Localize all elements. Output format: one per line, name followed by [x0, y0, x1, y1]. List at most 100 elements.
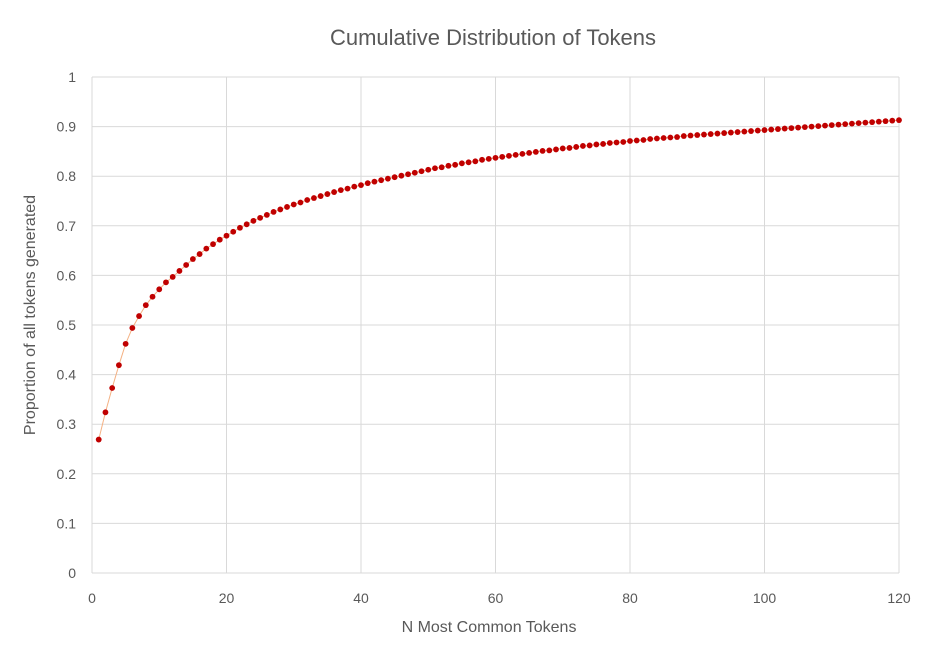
data-point — [862, 119, 869, 126]
data-point — [270, 209, 277, 215]
data-point — [196, 251, 203, 257]
data-point — [734, 129, 741, 135]
y-tick-label: 0.3 — [57, 416, 77, 432]
series-line — [98, 119, 900, 440]
y-tick-label: 0.9 — [57, 119, 77, 135]
data-point — [869, 119, 875, 126]
y-tick-label: 0.4 — [57, 367, 77, 383]
data-point — [768, 126, 775, 133]
data-point — [875, 118, 882, 125]
data-point — [156, 286, 163, 293]
data-point — [277, 206, 284, 213]
data-point — [788, 125, 795, 131]
data-point — [801, 124, 808, 130]
data-point — [687, 132, 694, 139]
data-point — [694, 132, 701, 138]
data-point — [311, 195, 317, 201]
data-point — [647, 136, 654, 142]
data-point — [492, 154, 499, 161]
data-point — [344, 185, 351, 192]
data-point — [896, 117, 902, 124]
data-point — [573, 144, 580, 150]
y-axis-title: Proportion of all tokens generated — [22, 195, 39, 435]
data-point — [438, 164, 445, 171]
data-point — [532, 149, 539, 155]
data-point — [425, 166, 432, 173]
data-point — [116, 362, 122, 369]
data-point — [741, 128, 748, 135]
data-point — [371, 178, 378, 185]
data-point — [391, 174, 398, 181]
data-point — [828, 122, 835, 129]
data-point — [559, 145, 566, 152]
data-point — [149, 293, 156, 300]
y-axis-ticks: 0 0.1 0.2 0.3 0.4 0.5 0.6 0.7 0.8 0.9 1 — [57, 69, 77, 581]
data-point — [506, 152, 512, 159]
data-point — [674, 134, 680, 140]
data-point — [358, 182, 364, 189]
x-tick-label: 20 — [219, 590, 235, 606]
data-point — [458, 160, 465, 167]
data-point — [257, 214, 264, 221]
data-point — [519, 150, 526, 157]
data-point — [337, 187, 344, 193]
gridlines — [91, 76, 900, 574]
data-point — [216, 236, 223, 243]
data-point — [290, 201, 297, 208]
data-point — [95, 436, 102, 443]
data-point — [169, 273, 176, 280]
data-point — [606, 140, 613, 146]
data-point — [546, 147, 553, 154]
data-point — [640, 137, 647, 143]
data-point — [781, 125, 788, 132]
data-point — [855, 120, 862, 127]
data-point — [452, 161, 459, 168]
data-point — [526, 149, 533, 156]
data-point — [304, 197, 311, 203]
data-point — [324, 191, 331, 197]
y-tick-label: 1 — [68, 69, 76, 85]
data-point — [485, 155, 492, 162]
data-point — [835, 121, 842, 128]
data-point — [620, 139, 627, 145]
data-point — [654, 135, 660, 142]
data-point — [680, 133, 687, 139]
data-point — [472, 158, 479, 165]
data-point — [882, 118, 889, 125]
data-point — [237, 224, 243, 231]
data-point — [580, 143, 586, 149]
data-point — [230, 228, 237, 235]
data-point — [223, 232, 230, 239]
chart-title: Cumulative Distribution of Tokens — [330, 25, 656, 50]
y-tick-label: 0.2 — [57, 466, 77, 482]
x-tick-label: 100 — [753, 590, 777, 606]
y-tick-label: 0 — [68, 565, 76, 581]
data-point — [142, 302, 149, 309]
data-point — [613, 139, 620, 146]
data-point — [129, 325, 136, 331]
data-point — [210, 241, 216, 248]
data-point — [297, 199, 304, 206]
data-points — [95, 117, 902, 443]
data-point — [775, 126, 781, 132]
data-point — [566, 145, 573, 151]
data-point — [418, 168, 425, 175]
data-point — [445, 162, 452, 169]
data-point — [660, 135, 667, 141]
x-axis-ticks: 0 20 40 60 80 100 120 — [88, 590, 911, 606]
data-point — [432, 165, 438, 172]
data-point — [364, 180, 371, 187]
data-point — [378, 177, 385, 184]
data-point — [465, 159, 472, 166]
data-point — [889, 117, 896, 124]
data-point — [627, 138, 633, 144]
data-point — [176, 268, 183, 274]
data-point — [748, 128, 754, 134]
y-tick-label: 0.6 — [57, 267, 77, 283]
data-point — [808, 123, 815, 130]
data-point — [795, 124, 802, 131]
data-point — [189, 256, 196, 262]
data-point — [600, 141, 606, 147]
data-point — [512, 151, 519, 158]
